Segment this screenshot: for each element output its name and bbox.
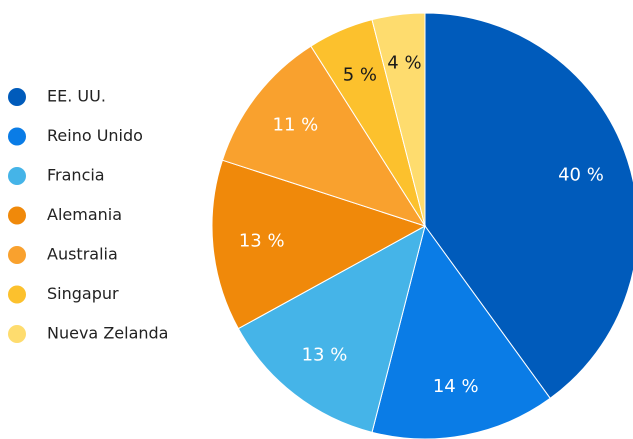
legend-label: EE. UU. (47, 87, 106, 106)
legend-swatch (8, 127, 26, 146)
data-label: 5 % (343, 64, 377, 85)
legend-swatch (8, 285, 26, 304)
pie-slice (211, 159, 427, 330)
data-label: 40 % (558, 164, 604, 185)
legend-swatch (8, 246, 26, 264)
data-label: 11 % (273, 114, 319, 135)
pie-slice (237, 225, 426, 433)
pie-slice (371, 224, 551, 439)
pie-slice (371, 12, 426, 227)
legend-label: Reino Unido (47, 126, 143, 145)
data-label: 14 % (433, 376, 479, 397)
legend-swatch (8, 167, 26, 185)
legend-swatch (8, 206, 26, 225)
legend-swatch (8, 325, 26, 343)
data-label: 4 % (387, 52, 421, 73)
pie-slice (221, 45, 427, 227)
legend-swatch (8, 88, 26, 106)
legend-label: Alemania (47, 205, 122, 224)
data-label: 13 % (302, 345, 348, 366)
pie-slice (424, 12, 633, 400)
legend-label: Singapur (47, 284, 119, 303)
legend-label: Francia (47, 166, 105, 185)
legend-label: Australia (47, 245, 118, 264)
legend-label: Nueva Zelanda (47, 324, 168, 343)
data-label: 13 % (239, 230, 285, 251)
